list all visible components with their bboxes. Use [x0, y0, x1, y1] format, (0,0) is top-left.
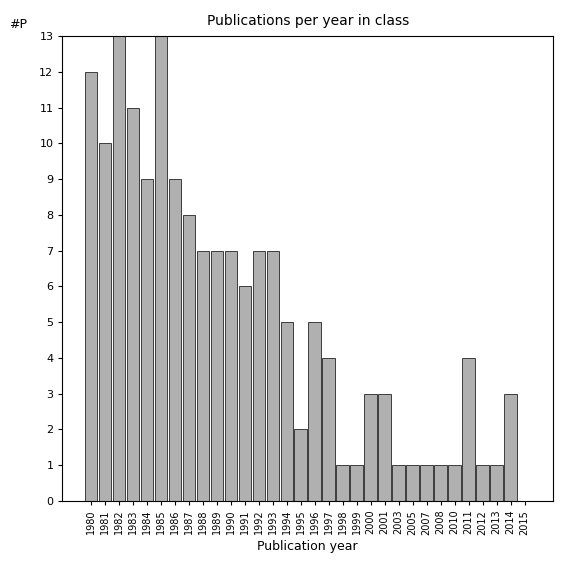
- Bar: [448, 465, 461, 501]
- Bar: [434, 465, 447, 501]
- Bar: [141, 179, 153, 501]
- Bar: [462, 358, 475, 501]
- Bar: [252, 251, 265, 501]
- Bar: [99, 143, 111, 501]
- Bar: [294, 429, 307, 501]
- Bar: [84, 72, 98, 501]
- Bar: [225, 251, 237, 501]
- Bar: [420, 465, 433, 501]
- Bar: [183, 215, 195, 501]
- Bar: [365, 393, 377, 501]
- Y-axis label: #P: #P: [9, 18, 27, 31]
- Bar: [378, 393, 391, 501]
- Bar: [490, 465, 503, 501]
- Bar: [323, 358, 335, 501]
- Bar: [210, 251, 223, 501]
- Bar: [392, 465, 405, 501]
- Bar: [266, 251, 279, 501]
- Bar: [239, 286, 251, 501]
- Bar: [308, 322, 321, 501]
- Bar: [168, 179, 181, 501]
- Bar: [113, 36, 125, 501]
- Title: Publications per year in class: Publications per year in class: [206, 14, 409, 28]
- Bar: [504, 393, 517, 501]
- Bar: [336, 465, 349, 501]
- Bar: [126, 108, 139, 501]
- X-axis label: Publication year: Publication year: [257, 540, 358, 553]
- Bar: [281, 322, 293, 501]
- Bar: [407, 465, 419, 501]
- Bar: [350, 465, 363, 501]
- Bar: [155, 36, 167, 501]
- Bar: [197, 251, 209, 501]
- Bar: [476, 465, 489, 501]
